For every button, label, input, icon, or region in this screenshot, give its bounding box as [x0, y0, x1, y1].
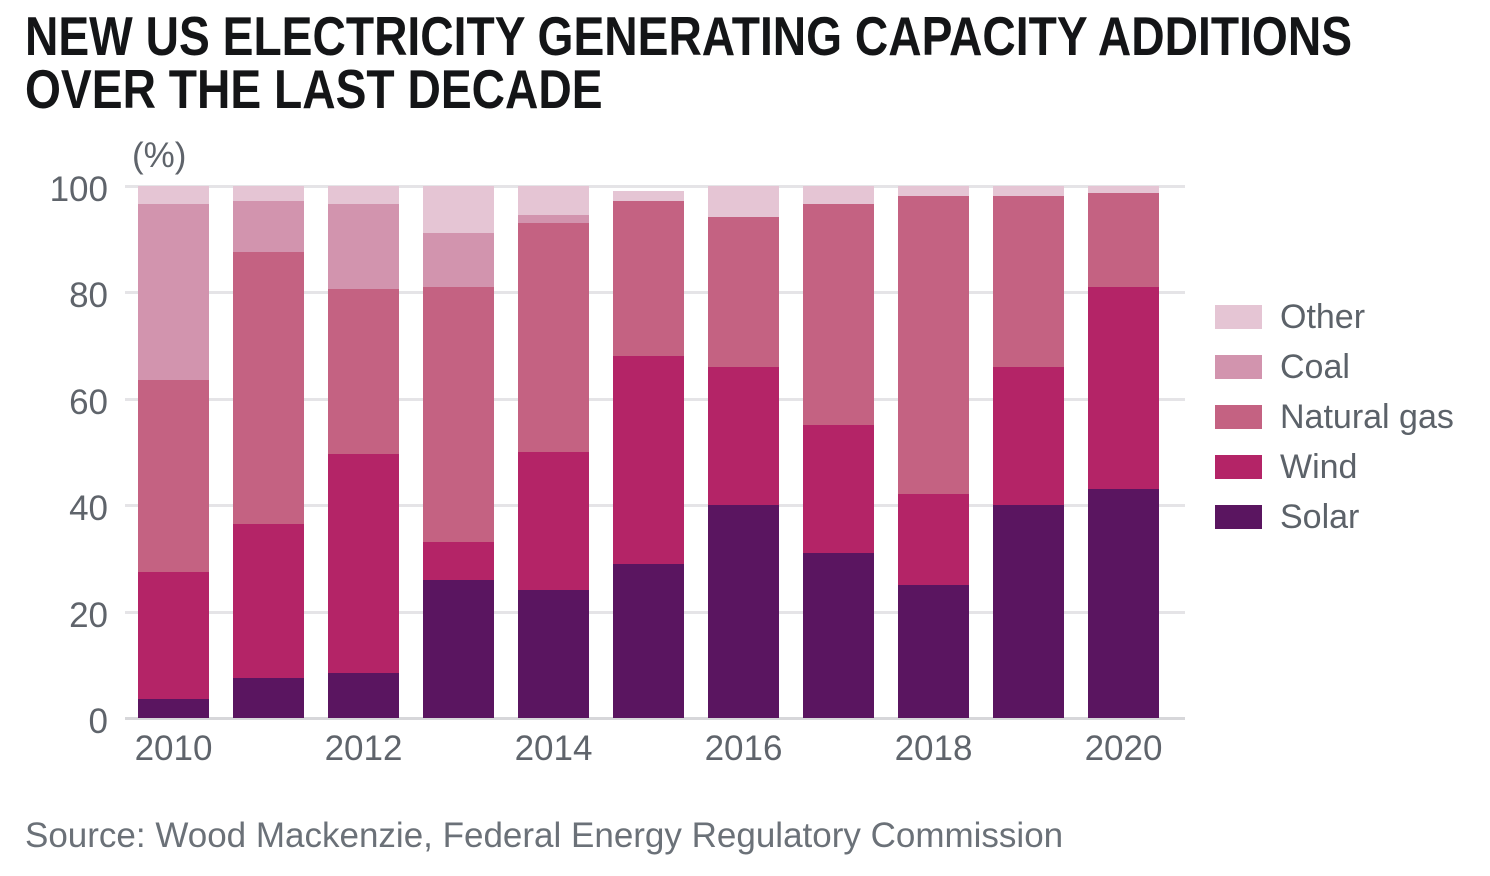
x-tick-label-2014: 2014 [514, 729, 593, 768]
bar-2011 [233, 185, 304, 719]
bar-segment-2020-natural-gas [1088, 193, 1159, 287]
bar-segment-2011-wind [233, 523, 304, 679]
legend-swatch-coal [1215, 355, 1262, 379]
bar-2010 [138, 185, 209, 719]
bar-segment-2015-natural-gas [613, 201, 684, 356]
y-tick-label-60: 60 [69, 382, 108, 422]
x-tick-label-2010: 2010 [134, 729, 213, 768]
y-axis-unit-label: (%) [132, 136, 187, 175]
bar-segment-2018-wind [898, 494, 969, 585]
bar-segment-2017-solar [803, 552, 874, 718]
bar-segment-2016-natural-gas [708, 217, 779, 367]
legend-label-coal: Coal [1280, 348, 1350, 386]
x-tick-label-2012: 2012 [324, 729, 403, 768]
bar-segment-2011-other [233, 185, 304, 202]
bar-2018 [898, 185, 969, 719]
bar-segment-2010-solar [138, 699, 209, 718]
y-tick-label-40: 40 [69, 489, 108, 528]
bar-segment-2010-coal [138, 204, 209, 380]
bar-segment-2012-wind [328, 454, 399, 673]
bar-segment-2017-wind [803, 425, 874, 553]
page-title-line-2: OVER THE LAST DECADE [25, 58, 603, 120]
legend-swatch-natural-gas [1215, 405, 1262, 429]
bar-segment-2013-natural-gas [423, 286, 494, 543]
bar-segment-2017-other [803, 185, 874, 205]
y-tick-label-100: 100 [49, 169, 108, 209]
bar-segment-2017-natural-gas [803, 204, 874, 426]
bar-segment-2020-wind [1088, 286, 1159, 490]
x-tick-label-2020: 2020 [1084, 729, 1163, 768]
bar-segment-2015-solar [613, 563, 684, 718]
bar-segment-2019-wind [993, 366, 1064, 505]
bar-segment-2014-solar [518, 590, 589, 718]
bar-segment-2012-other [328, 185, 399, 205]
bar-segment-2010-natural-gas [138, 379, 209, 572]
bar-segment-2019-other [993, 185, 1064, 197]
bar-segment-2010-wind [138, 571, 209, 700]
legend-swatch-other [1215, 305, 1262, 329]
bar-segment-2012-natural-gas [328, 289, 399, 455]
bar-2019 [993, 185, 1064, 719]
bar-segment-2013-wind [423, 542, 494, 580]
bar-segment-2018-other [898, 185, 969, 197]
bar-segment-2011-coal [233, 201, 304, 253]
legend-label-wind: Wind [1280, 448, 1358, 486]
bar-segment-2016-other [708, 185, 779, 218]
bar-segment-2015-other [613, 190, 684, 202]
bar-segment-2014-other [518, 185, 589, 215]
gridline-100 [125, 184, 1185, 188]
bar-segment-2015-wind [613, 355, 684, 564]
bar-segment-2011-solar [233, 678, 304, 718]
bar-segment-2016-wind [708, 366, 779, 505]
bar-segment-2019-natural-gas [993, 196, 1064, 367]
bar-segment-2011-natural-gas [233, 252, 304, 524]
bar-segment-2018-natural-gas [898, 196, 969, 495]
bar-2013 [423, 185, 494, 719]
source-note: Source: Wood Mackenzie, Federal Energy R… [25, 816, 1064, 855]
bar-segment-2018-solar [898, 584, 969, 718]
y-tick-label-80: 80 [69, 276, 108, 315]
page-title: NEW US ELECTRICITY GENERATING CAPACITY A… [25, 5, 1353, 120]
bar-2020 [1088, 185, 1159, 719]
legend-label-other: Other [1280, 298, 1366, 336]
bar-segment-2014-natural-gas [518, 222, 589, 452]
legend-label-natural-gas: Natural gas [1280, 398, 1454, 436]
page-title-line-1: NEW US ELECTRICITY GENERATING CAPACITY A… [25, 5, 1353, 67]
bar-segment-2013-coal [423, 233, 494, 287]
bar-2015 [613, 190, 684, 718]
bar-segment-2020-other [1088, 185, 1159, 194]
bar-segment-2010-other [138, 185, 209, 205]
bar-segment-2014-wind [518, 451, 589, 591]
bar-segment-2013-other [423, 185, 494, 234]
bar-2017 [803, 185, 874, 719]
legend-label-solar: Solar [1280, 498, 1360, 536]
bar-segment-2020-solar [1088, 489, 1159, 718]
bar-segment-2019-solar [993, 504, 1064, 718]
y-tick-label-0: 0 [88, 702, 108, 741]
bar-2016 [708, 185, 779, 719]
bar-segment-2012-solar [328, 672, 399, 718]
bar-2014 [518, 185, 589, 719]
bar-segment-2013-solar [423, 579, 494, 718]
bar-segment-2014-coal [518, 214, 589, 223]
bar-segment-2012-coal [328, 204, 399, 290]
x-tick-label-2016: 2016 [704, 729, 783, 768]
gridline-0 [125, 717, 1185, 720]
legend-swatch-wind [1215, 455, 1262, 479]
bar-segment-2016-solar [708, 504, 779, 718]
legend-swatch-solar [1215, 505, 1262, 529]
bar-2012 [328, 185, 399, 719]
y-tick-label-20: 20 [69, 595, 108, 635]
x-tick-label-2018: 2018 [894, 729, 973, 768]
